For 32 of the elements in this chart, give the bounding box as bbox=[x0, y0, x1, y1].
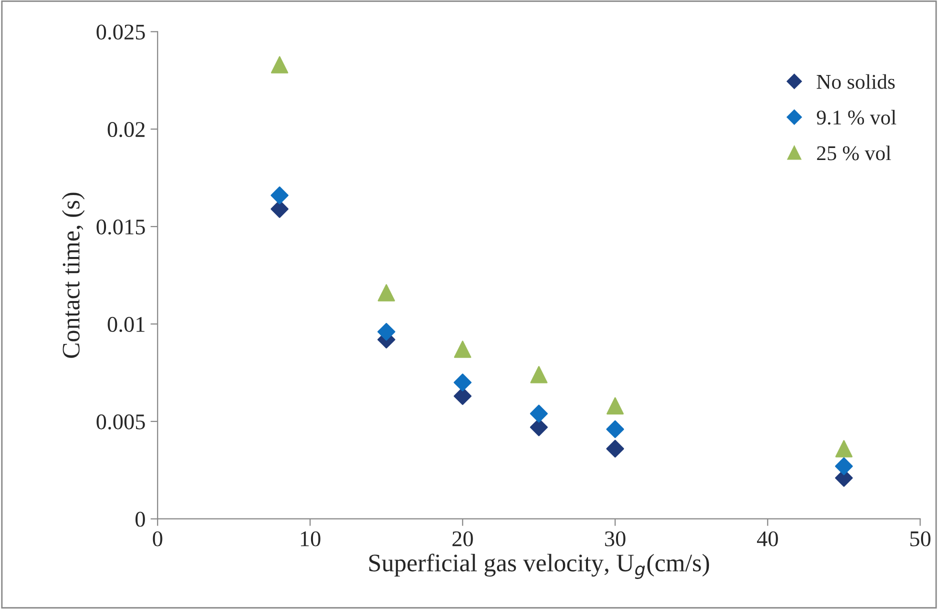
point bbox=[454, 374, 472, 392]
y-tick-label: 0.02 bbox=[108, 122, 145, 138]
point bbox=[454, 387, 472, 406]
point bbox=[835, 457, 853, 476]
y-tick-label: 0.005 bbox=[96, 414, 145, 430]
point bbox=[606, 440, 624, 458]
point bbox=[606, 397, 624, 414]
point bbox=[270, 186, 289, 204]
x-tick-label: 30 bbox=[605, 531, 626, 546]
x-tick-label: 50 bbox=[910, 531, 930, 546]
point bbox=[835, 440, 853, 458]
y-axis-title: Contact time, (s) bbox=[62, 192, 85, 358]
x-axis-title: Superficial gas velocity, U$_{g}$(cm/s) bbox=[369, 554, 710, 579]
x-tick-label: 0 bbox=[152, 531, 162, 546]
y-tick-label: 0 bbox=[136, 512, 145, 527]
point bbox=[270, 200, 289, 218]
legend-label: 25 % vol bbox=[817, 146, 891, 160]
point bbox=[530, 366, 548, 384]
point bbox=[454, 340, 472, 358]
point bbox=[530, 404, 548, 423]
point bbox=[270, 56, 288, 74]
x-tick-label: 20 bbox=[452, 531, 473, 546]
y-tick-label: 0.015 bbox=[96, 219, 145, 235]
point bbox=[378, 284, 395, 302]
y-tick-label: 0.025 bbox=[96, 24, 145, 40]
point bbox=[377, 322, 396, 341]
point bbox=[606, 420, 624, 438]
y-tick-label: 0.01 bbox=[108, 316, 144, 332]
legend-label: 9.1 % vol bbox=[816, 110, 896, 125]
legend-label: No solids bbox=[816, 74, 895, 89]
x-tick-label: 40 bbox=[756, 531, 778, 546]
x-tick-label: 10 bbox=[300, 531, 320, 546]
